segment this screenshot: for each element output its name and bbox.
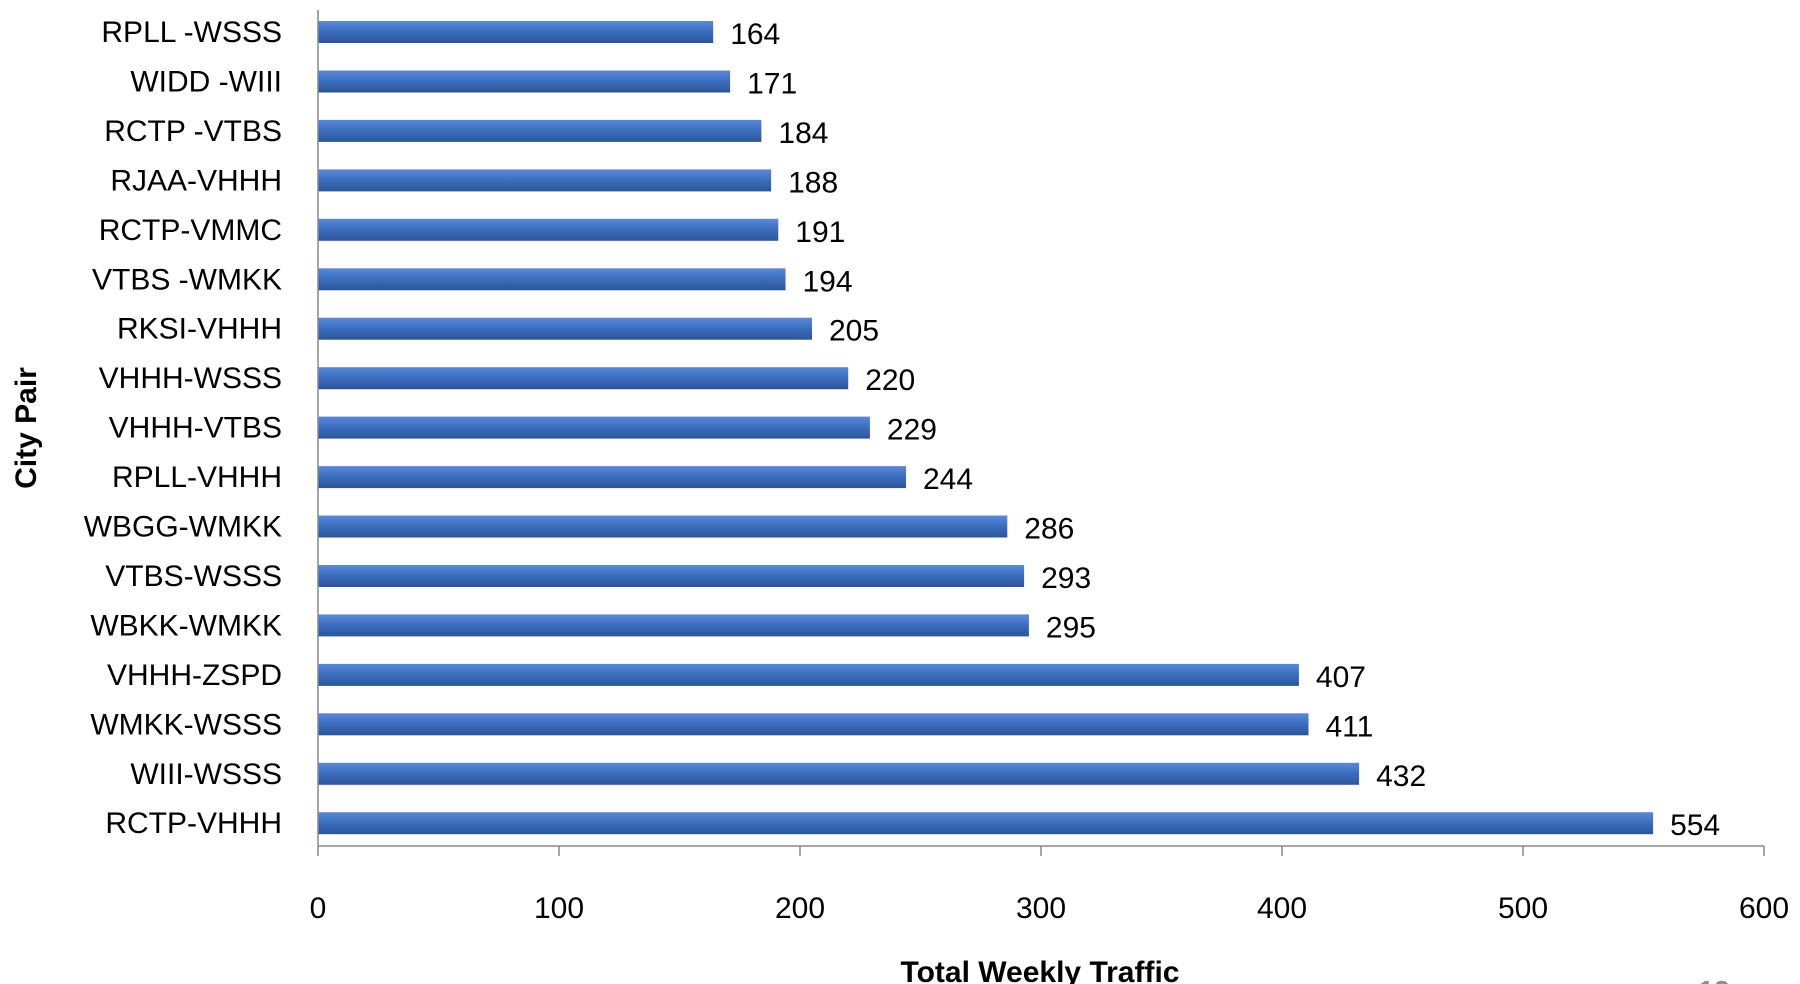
bar — [318, 268, 786, 291]
y-axis-title: City Pair — [10, 367, 43, 489]
data-label: 188 — [788, 166, 838, 199]
data-label: 194 — [803, 265, 853, 298]
x-tick-label: 200 — [775, 892, 825, 925]
category-label: WIII-WSSS — [130, 758, 282, 791]
data-label: 184 — [778, 117, 828, 150]
bar — [318, 466, 906, 489]
data-label: 295 — [1046, 611, 1096, 644]
bar — [318, 218, 779, 241]
page-number: 12 — [1698, 975, 1729, 984]
data-label: 411 — [1326, 710, 1374, 743]
bar — [318, 614, 1029, 637]
x-tick-label: 300 — [1016, 892, 1066, 925]
bar — [318, 713, 1309, 736]
category-label: WMKK-WSSS — [90, 708, 282, 741]
bar — [318, 169, 772, 192]
data-label: 205 — [829, 315, 879, 348]
category-label: RPLL-VHHH — [112, 461, 282, 494]
category-label: VHHH-WSSS — [99, 362, 282, 395]
bar — [318, 367, 849, 390]
data-label: 164 — [730, 18, 780, 51]
category-label: RKSI-VHHH — [117, 313, 282, 346]
category-label: RPLL -WSSS — [101, 16, 282, 49]
category-label: RCTP-VHHH — [105, 807, 282, 840]
category-label: VTBS -WMKK — [92, 263, 282, 296]
x-tick-label: 600 — [1739, 892, 1789, 925]
data-label: 220 — [865, 364, 915, 397]
category-label: VHHH-VTBS — [109, 412, 282, 445]
category-label: RCTP-VMMC — [99, 214, 282, 247]
data-label: 244 — [923, 463, 973, 496]
category-label: RJAA-VHHH — [110, 164, 282, 197]
bar — [318, 317, 812, 340]
bar — [318, 515, 1008, 538]
category-label: WBGG-WMKK — [84, 511, 282, 544]
bar — [318, 565, 1025, 587]
category-label: VHHH-ZSPD — [107, 659, 282, 692]
bar — [318, 70, 731, 93]
data-label: 191 — [795, 216, 845, 249]
category-label: VTBS-WSSS — [105, 560, 282, 593]
category-label: WIDD -WIII — [130, 66, 282, 99]
data-label: 554 — [1670, 809, 1720, 842]
bar — [318, 762, 1360, 785]
x-tick-label: 0 — [310, 892, 327, 925]
data-label: 171 — [747, 68, 797, 101]
x-tick-label: 400 — [1257, 892, 1307, 925]
data-label: 293 — [1041, 562, 1091, 595]
x-axis-title: Total Weekly Traffic — [901, 956, 1180, 984]
bar — [318, 416, 870, 439]
x-tick-label: 500 — [1498, 892, 1548, 925]
data-label: 407 — [1316, 661, 1366, 694]
bar — [318, 21, 714, 43]
bar — [318, 663, 1299, 686]
category-label: WBKK-WMKK — [90, 609, 282, 642]
bar — [318, 119, 762, 142]
data-label: 229 — [887, 414, 937, 447]
category-label: RCTP -VTBS — [104, 115, 282, 148]
x-tick-label: 100 — [534, 892, 584, 925]
data-label: 432 — [1376, 760, 1426, 793]
bar — [318, 812, 1654, 835]
data-label: 286 — [1024, 513, 1074, 546]
